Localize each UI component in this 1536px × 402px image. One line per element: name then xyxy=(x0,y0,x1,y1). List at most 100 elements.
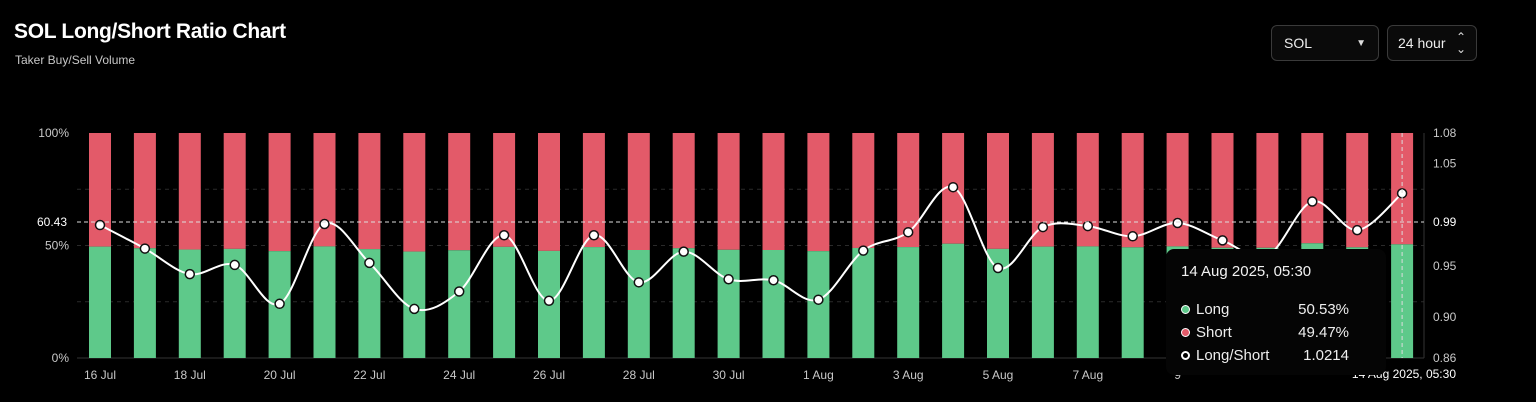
period-select[interactable]: 24 hour ⌃ ⌄ xyxy=(1387,25,1477,61)
ratio-point xyxy=(229,259,240,271)
ratio-point xyxy=(543,295,555,306)
ratio-point xyxy=(184,268,196,280)
short-bar xyxy=(672,133,695,249)
x-tick-label: 18 Jul xyxy=(174,368,206,382)
ratio-point xyxy=(1127,231,1138,242)
long-bar xyxy=(942,243,965,358)
period-select-value: 24 hour xyxy=(1398,35,1446,51)
short-bar xyxy=(1346,133,1369,248)
ratio-point xyxy=(678,246,689,257)
chevron-up-down-icon: ⌃ ⌄ xyxy=(1455,30,1466,56)
crosshair-right-value: 0.99 xyxy=(1433,215,1457,229)
long-bar xyxy=(448,250,471,358)
ratio-point xyxy=(139,243,151,254)
y-left-tick-label: 100% xyxy=(38,126,69,140)
short-bar xyxy=(582,133,605,248)
ratio-point xyxy=(1082,220,1094,232)
short-bar xyxy=(1256,133,1279,248)
long-bar xyxy=(582,247,605,358)
long-bar xyxy=(493,246,516,358)
tooltip-value: 49.47% xyxy=(1298,324,1349,341)
ratio-point xyxy=(768,275,779,286)
x-tick-label: 22 Jul xyxy=(353,368,385,382)
tooltip-value: 1.0214 xyxy=(1303,347,1349,364)
tooltip-label: Long xyxy=(1196,301,1230,318)
long-bar xyxy=(89,246,111,358)
y-right-tick-label: 1.08 xyxy=(1433,126,1457,140)
ratio-point xyxy=(1351,224,1363,236)
ratio-point xyxy=(364,257,375,269)
short-bar xyxy=(223,133,246,249)
y-right-tick-label: 0.86 xyxy=(1433,351,1457,365)
ratio-point xyxy=(813,294,824,305)
y-right-tick-label: 0.95 xyxy=(1433,259,1457,273)
symbol-select-value: SOL xyxy=(1284,35,1313,51)
y-right-tick-label: 0.90 xyxy=(1433,310,1457,324)
ratio-point xyxy=(453,286,465,297)
long-bar xyxy=(223,248,246,358)
short-bar xyxy=(358,133,381,250)
ratio-dot-icon xyxy=(1181,351,1190,360)
long-bar xyxy=(717,249,740,358)
long-bar xyxy=(133,248,156,358)
short-bar xyxy=(1211,133,1234,248)
long-bar xyxy=(762,250,785,358)
short-bar xyxy=(852,133,875,248)
x-tick-label: 28 Jul xyxy=(623,368,655,382)
crosshair-left-value: 60.43 xyxy=(37,215,67,229)
tooltip-row-ratio: Long/Short 1.0214 xyxy=(1181,344,1372,367)
ratio-point xyxy=(992,262,1004,274)
x-tick-label: 16 Jul xyxy=(84,368,116,382)
x-tick-label: 26 Jul xyxy=(533,368,565,382)
short-bar xyxy=(807,133,830,252)
x-tick-label: 1 Aug xyxy=(803,368,834,382)
symbol-select[interactable]: SOL ▼ xyxy=(1271,25,1379,61)
long-bar xyxy=(627,250,650,358)
y-left-tick-label: 50% xyxy=(45,239,69,253)
short-bar xyxy=(89,133,111,247)
ratio-point xyxy=(274,298,285,310)
crosshair-right-box xyxy=(1426,212,1466,233)
crosshair-left-box xyxy=(30,213,72,232)
ratio-point xyxy=(947,181,959,193)
x-tick-label: 24 Jul xyxy=(443,368,475,382)
tooltip-label: Long/Short xyxy=(1196,347,1270,364)
short-bar xyxy=(1166,133,1189,247)
long-bar xyxy=(1076,246,1099,358)
tooltip-row-short: Short 49.47% xyxy=(1181,321,1372,344)
chart-tooltip: 14 Aug 2025, 05:30 Long 50.53% Short 49.… xyxy=(1166,249,1386,375)
ratio-point xyxy=(723,274,734,285)
long-bar xyxy=(852,247,875,358)
short-bar xyxy=(1076,133,1099,247)
ratio-point xyxy=(633,277,645,288)
ratio-point xyxy=(588,230,600,241)
long-bar xyxy=(178,249,201,358)
short-bar xyxy=(448,133,471,251)
page-subtitle: Taker Buy/Sell Volume xyxy=(15,53,136,67)
short-bar xyxy=(403,133,426,252)
tooltip-value: 50.53% xyxy=(1298,301,1349,318)
short-bar xyxy=(627,133,650,250)
short-bar xyxy=(1301,133,1324,244)
long-bar xyxy=(358,249,381,358)
short-bar xyxy=(897,133,920,248)
page-title: SOL Long/Short Ratio Chart xyxy=(14,20,286,43)
tooltip-row-long: Long 50.53% xyxy=(1181,298,1372,321)
x-tick-label: 7 Aug xyxy=(1072,368,1103,382)
x-tick-label: 30 Jul xyxy=(713,368,745,382)
ratio-point xyxy=(1037,221,1049,233)
long-bar xyxy=(1031,246,1054,358)
x-tick-label: 5 Aug xyxy=(983,368,1014,382)
short-dot-icon xyxy=(1181,328,1190,337)
y-left-tick-label: 0% xyxy=(52,351,70,365)
tooltip-date: 14 Aug 2025, 05:30 xyxy=(1181,263,1312,280)
tooltip-label: Short xyxy=(1196,324,1232,341)
x-tick-label: 20 Jul xyxy=(264,368,296,382)
short-bar xyxy=(1031,133,1054,247)
short-bar xyxy=(1121,133,1144,248)
ratio-point xyxy=(94,219,106,231)
caret-down-icon: ▼ xyxy=(1356,37,1366,49)
y-right-tick-label: 1.05 xyxy=(1433,157,1457,171)
x-tick-label: 3 Aug xyxy=(893,368,924,382)
long-bar xyxy=(987,248,1009,358)
